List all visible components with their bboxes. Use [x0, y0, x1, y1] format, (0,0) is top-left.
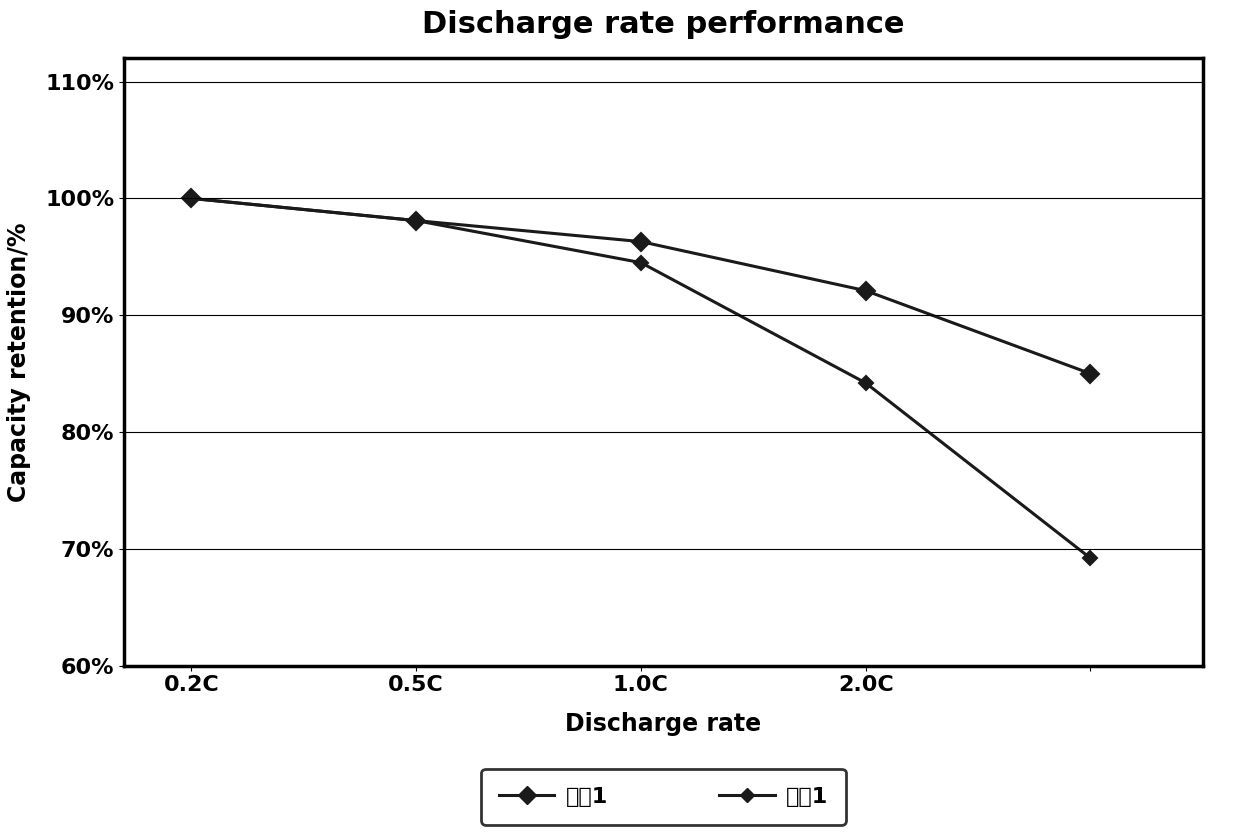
对比1 — [409, 215, 424, 225]
Line: 对比1: 对比1 — [186, 194, 1095, 563]
X-axis label: Discharge rate: Discharge rate — [565, 712, 761, 736]
对比1 — [634, 258, 649, 268]
对比1 — [858, 378, 873, 388]
对比1 — [184, 193, 198, 203]
Line: 实兗1: 实兗1 — [185, 192, 1096, 380]
实兗1 — [858, 285, 873, 295]
Title: Discharge rate performance: Discharge rate performance — [422, 10, 905, 39]
对比1 — [1083, 553, 1097, 563]
实兗1 — [634, 236, 649, 246]
Y-axis label: Capacity retention/%: Capacity retention/% — [7, 222, 31, 502]
Legend: 实兗1, 对比1: 实兗1, 对比1 — [481, 769, 846, 825]
实兗1 — [184, 193, 198, 203]
实兗1 — [1083, 369, 1097, 379]
实兗1 — [409, 215, 424, 225]
